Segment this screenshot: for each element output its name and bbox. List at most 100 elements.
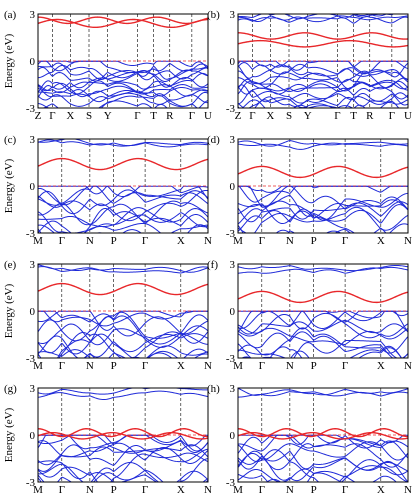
highlight-band: [238, 290, 408, 304]
valence-band: [38, 222, 208, 233]
highlight-band: [38, 431, 208, 440]
kpoint-label: Γ: [142, 360, 148, 372]
y-tick-label: 0: [30, 306, 36, 318]
valence-band: [238, 310, 408, 333]
valence-band: [38, 189, 208, 215]
valence-band: [38, 333, 208, 358]
kpoint-label: N: [286, 235, 294, 247]
upper-band: [38, 266, 208, 274]
upper-band: [238, 388, 408, 396]
valence-band: [38, 60, 208, 74]
kpoint-label: Γ: [142, 484, 148, 496]
kpoint-label: N: [86, 484, 94, 496]
valence-band: [56, 333, 208, 358]
upper-band: [238, 266, 408, 274]
valence-band: [38, 212, 208, 228]
kpoint-label: U: [404, 110, 412, 122]
valence-band: [238, 80, 408, 95]
plot-area: [238, 14, 408, 108]
y-tick-label: 3: [230, 383, 236, 395]
valence-band: [238, 206, 408, 233]
valence-band: [38, 95, 198, 108]
valence-band: [38, 60, 208, 70]
valence-band: [38, 200, 208, 226]
kpoint-label: P: [111, 484, 117, 496]
kpoint-label: M: [33, 484, 43, 496]
plot-frame: [37, 138, 209, 234]
valence-band: [38, 80, 208, 97]
y-axis-label: Energy (eV): [3, 283, 15, 338]
kpoint-label: N: [404, 484, 412, 496]
panel-label: (f): [207, 259, 218, 271]
kpoint-label: M: [233, 235, 243, 247]
valence-band: [38, 185, 208, 206]
y-tick-label: -3: [26, 103, 36, 115]
kpoint-label: M: [233, 484, 243, 496]
valence-band: [238, 319, 408, 335]
kpoint-label: Z: [235, 110, 242, 122]
kpoint-label: Γ: [342, 484, 348, 496]
kpoint-label: M: [33, 360, 43, 372]
valence-band: [38, 84, 208, 103]
valence-band: [38, 469, 208, 482]
valence-band: [238, 434, 408, 461]
panel-g: 3 0 -3M Γ N P Γ X N (g) Energy (eV): [3, 383, 212, 496]
kpoint-label: Γ: [342, 235, 348, 247]
y-axis-label: Energy (eV): [3, 407, 15, 462]
panel-b: 30-3Z Γ X S Y Γ T R Γ U(b): [207, 9, 412, 122]
valence-band: [38, 185, 208, 204]
kpoint-label: X: [66, 110, 74, 122]
kpoint-label: M: [233, 360, 243, 372]
valence-band: [238, 71, 408, 90]
kpoint-label: Γ: [249, 110, 255, 122]
y-axis-label: Energy (eV): [3, 33, 15, 88]
valence-band: [238, 434, 408, 452]
kpoint-label: Γ: [59, 484, 65, 496]
valence-band: [38, 310, 208, 337]
panel-label: (d): [207, 134, 220, 146]
panel-label: (c): [4, 134, 17, 146]
y-tick-label: 0: [30, 56, 36, 68]
kpoint-label: Γ: [59, 235, 65, 247]
upper-band: [38, 264, 208, 273]
valence-band: [238, 70, 408, 84]
highlight-band: [38, 282, 208, 296]
kpoint-label: Γ: [259, 484, 265, 496]
kpoint-label: P: [311, 235, 317, 247]
y-tick-label: 0: [30, 181, 36, 193]
kpoint-label: Y: [304, 110, 312, 122]
y-tick-label: 3: [230, 259, 236, 271]
valence-band: [238, 62, 408, 79]
plot-frame: [237, 13, 409, 109]
valence-band: [38, 462, 208, 482]
valence-band: [38, 311, 208, 342]
y-axis-label: Energy (eV): [3, 158, 15, 213]
upper-band: [238, 139, 408, 147]
y-tick-label: -3: [226, 103, 236, 115]
valence-band: [266, 472, 381, 482]
plot-area: [38, 14, 208, 108]
kpoint-label: P: [311, 484, 317, 496]
y-tick-label: 3: [30, 134, 36, 146]
kpoint-label: S: [286, 110, 292, 122]
kpoint-label: R: [366, 110, 374, 122]
kpoint-label: Γ: [142, 235, 148, 247]
y-tick-label: 3: [30, 383, 36, 395]
y-tick-label: 0: [230, 306, 236, 318]
y-tick-label: 0: [30, 430, 36, 442]
kpoint-label: R: [166, 110, 174, 122]
upper-band: [38, 390, 208, 401]
upper-band: [238, 264, 408, 272]
valence-band: [38, 189, 208, 222]
valence-band: [238, 450, 408, 482]
kpoint-label: N: [204, 235, 212, 247]
valence-band: [238, 185, 408, 210]
panel-label: (e): [4, 259, 17, 271]
upper-band: [238, 391, 408, 398]
valence-band: [238, 96, 408, 108]
valence-band: [238, 200, 408, 225]
valence-band: [38, 62, 208, 80]
valence-band: [238, 227, 387, 233]
kpoint-label: N: [204, 484, 212, 496]
plot-frame: [237, 138, 409, 234]
